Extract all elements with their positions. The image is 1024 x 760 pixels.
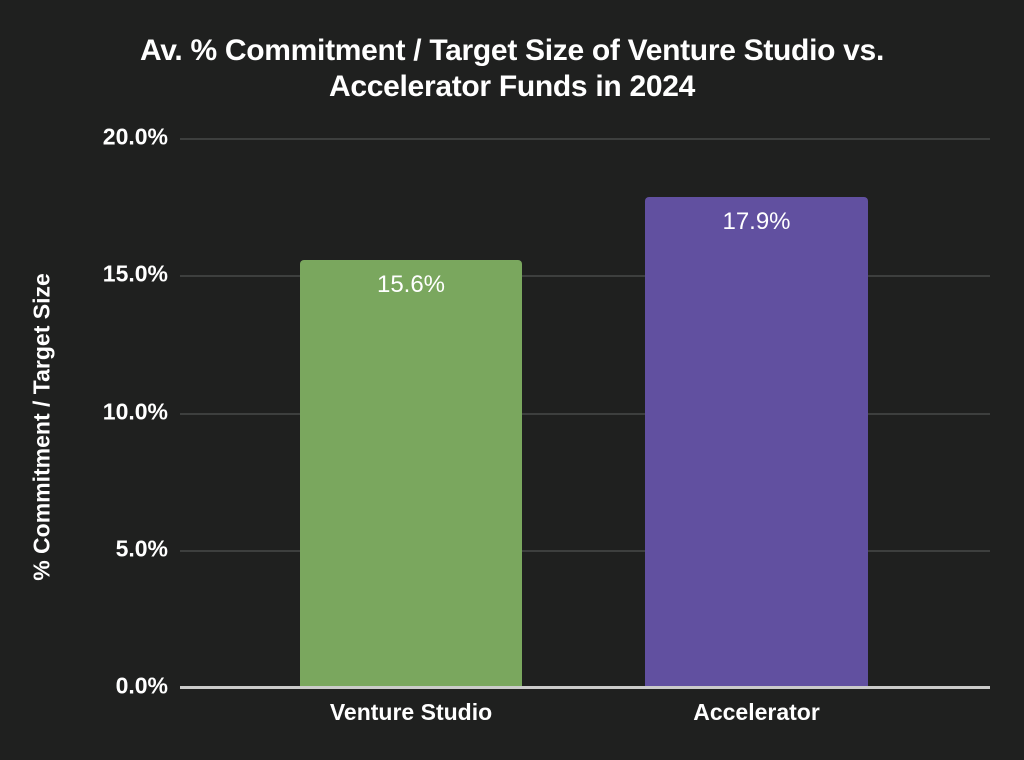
bar-value-label-accelerator: 17.9% <box>722 207 791 235</box>
y-tick-label: 15.0% <box>102 260 168 287</box>
chart-title-line-1: Av. % Commitment / Target Size of Ventur… <box>140 34 884 67</box>
y-axis-ticks: 0.0% 5.0% 10.0% 15.0% 20.0% <box>0 125 168 697</box>
y-tick-label: 20.0% <box>102 123 168 150</box>
gridline <box>180 549 990 552</box>
gridline <box>180 275 990 278</box>
y-tick-label: 10.0% <box>102 398 168 424</box>
x-label-accelerator: Accelerator <box>693 699 820 725</box>
chart-title: Av. % Commitment / Target Size of Ventur… <box>0 33 1024 105</box>
plot-area: 15.6% 17.9% <box>180 138 990 689</box>
bar-accelerator: 17.9% <box>645 196 868 688</box>
bar-venture-studio: 15.6% <box>300 259 522 688</box>
x-label-venture-studio: Venture Studio <box>329 699 493 725</box>
y-tick-label: 0.0% <box>115 672 168 699</box>
y-tick-label: 5.0% <box>115 535 168 562</box>
bar-value-label-venture-studio: 15.6% <box>376 270 446 298</box>
chart-title-line-2: Accelerator Funds in 2024 <box>329 70 695 103</box>
gridline <box>180 138 990 140</box>
gridline <box>180 412 990 415</box>
x-axis-line <box>180 686 990 689</box>
